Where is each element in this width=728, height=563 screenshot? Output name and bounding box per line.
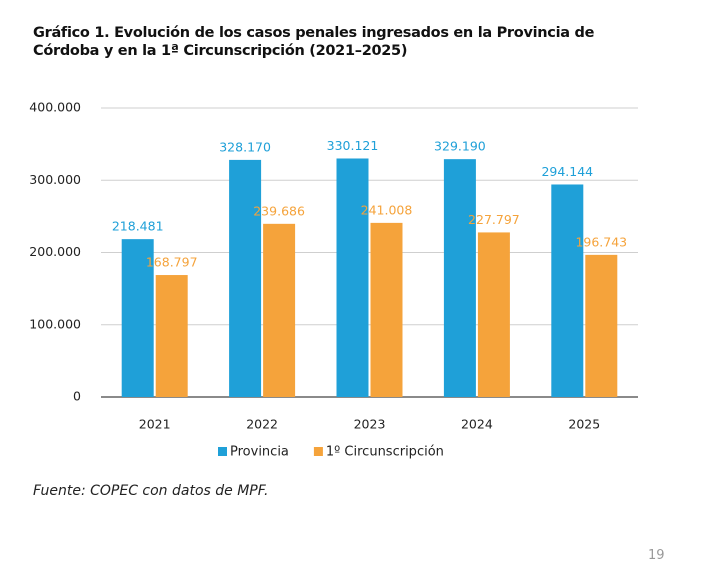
- bar: [477, 232, 510, 397]
- y-tick-label: 100.000: [29, 316, 81, 331]
- value-label: 330.121: [327, 138, 379, 153]
- legend-swatch: [218, 447, 227, 456]
- x-tick-label: 2022: [246, 417, 278, 432]
- bar: [121, 239, 154, 397]
- bar: [585, 254, 618, 397]
- value-label: 241.008: [361, 202, 413, 217]
- value-label: 196.743: [575, 234, 627, 249]
- page-number: 19: [648, 548, 665, 563]
- value-label: 329.190: [434, 139, 486, 154]
- bar: [263, 223, 296, 397]
- legend-label: 1º Circunscripción: [326, 445, 444, 460]
- x-tick-label: 2025: [568, 417, 600, 432]
- value-label: 218.481: [112, 219, 164, 234]
- value-label: 168.797: [146, 255, 198, 270]
- value-label: 227.797: [468, 212, 520, 227]
- legend-swatch: [313, 447, 323, 456]
- x-tick-label: 2024: [461, 417, 493, 432]
- bar: [551, 184, 584, 397]
- bar: [443, 159, 476, 397]
- x-tick-label: 2021: [139, 417, 171, 432]
- x-tick-label: 2023: [354, 417, 386, 432]
- value-label: 328.170: [219, 139, 271, 154]
- y-tick-label: 400.000: [29, 100, 81, 115]
- y-tick-label: 300.000: [29, 172, 81, 187]
- value-label: 294.144: [541, 164, 593, 179]
- bar: [229, 159, 262, 397]
- bar: [155, 275, 188, 397]
- y-tick-label: 0: [73, 389, 81, 404]
- source-note: Fuente: COPEC con datos de MPF.: [33, 483, 269, 499]
- legend-label: Provincia: [230, 445, 289, 460]
- bar: [370, 222, 403, 397]
- value-label: 239.686: [253, 203, 305, 218]
- chart-title: Gráfico 1. Evolución de los casos penale…: [33, 25, 595, 59]
- y-tick-label: 200.000: [29, 244, 81, 259]
- bar: [336, 158, 369, 397]
